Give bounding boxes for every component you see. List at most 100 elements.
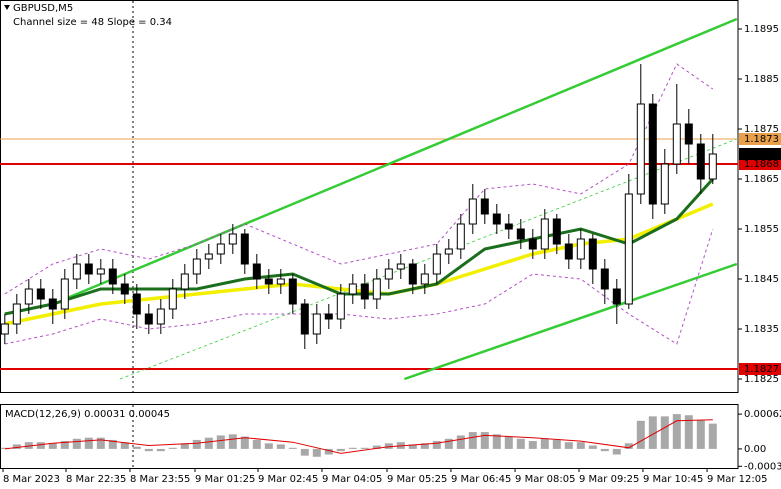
candle-body (240, 233, 249, 265)
macd-bar (588, 445, 597, 449)
macd-bar (132, 446, 141, 449)
y-tick-label: 0.00 (744, 444, 766, 455)
macd-bar (168, 447, 177, 449)
macd-bar (504, 436, 513, 449)
price-tag-label: 1.1873 (744, 134, 779, 145)
candle-body (600, 268, 609, 290)
macd-bar (636, 420, 645, 449)
candle-body (216, 243, 225, 255)
macd-bar (660, 416, 669, 449)
macd-bar (408, 444, 417, 449)
candle-body (492, 213, 501, 225)
price-tag-label: 1.1827 (744, 364, 779, 375)
candle-body (540, 218, 549, 250)
candle-body (192, 258, 201, 275)
macd-bar (468, 432, 477, 449)
candle-body (552, 218, 561, 245)
macd-bar (672, 414, 681, 449)
x-tick-label: 9 Mar 12:05 (707, 474, 767, 485)
macd-bar (48, 443, 57, 449)
candle-body (288, 278, 297, 305)
macd-bar (12, 444, 21, 449)
candle-body (12, 303, 21, 325)
macd-bar (240, 436, 249, 449)
x-tick-label: 8 Mar 22:35 (66, 474, 126, 485)
channel-line (64, 17, 738, 301)
macd-bar (360, 447, 369, 449)
candle-body (696, 143, 705, 180)
x-tick-label: 8 Mar 23:55 (130, 474, 190, 485)
candle-body (624, 193, 633, 305)
macd-bar (708, 423, 717, 449)
x-tick-label: 8 Mar 2023 (3, 474, 60, 485)
macd-bar (216, 435, 225, 449)
candle-body (144, 313, 153, 325)
candle-body (564, 243, 573, 260)
candle-body (336, 293, 345, 320)
candle-body (108, 268, 117, 285)
macd-bar (0, 447, 9, 449)
macd-bar (312, 448, 321, 457)
macd-bar (492, 434, 501, 449)
macd-bar (60, 441, 69, 449)
candle-body (60, 278, 69, 310)
candle-body (300, 303, 309, 335)
macd-bar (528, 441, 537, 449)
candle-body (684, 123, 693, 145)
candle-body (420, 273, 429, 285)
y-tick-label: 0.00062 (744, 409, 781, 420)
chart-title: GBPUSD,M5 (13, 3, 73, 14)
candle-body (384, 268, 393, 280)
candle-body (72, 263, 81, 280)
candle-body (312, 313, 321, 335)
macd-bar (228, 434, 237, 449)
x-tick-label: 9 Mar 02:45 (258, 474, 318, 485)
main-panel (0, 0, 739, 393)
macd-bar (288, 447, 297, 449)
candle-body (480, 198, 489, 215)
macd-bar (180, 443, 189, 449)
macd-bar (456, 435, 465, 449)
macd-bar (696, 419, 705, 449)
y-tick-label: 1.1885 (744, 74, 779, 85)
macd-bar (156, 448, 165, 452)
macd-bar (372, 445, 381, 449)
candle-body (276, 278, 285, 285)
candle-body (24, 288, 33, 305)
candle-body (264, 278, 273, 285)
x-tick-label: 9 Mar 05:25 (387, 474, 447, 485)
candle-body (324, 313, 333, 320)
macd-bar (336, 448, 345, 452)
macd-bar (252, 439, 261, 449)
macd-bar (84, 437, 93, 449)
chart-subtitle: Channel size = 48 Slope = 0.34 (13, 17, 172, 28)
macd-bar (576, 442, 585, 449)
macd-bar (684, 415, 693, 449)
indicator-line (4, 63, 714, 295)
y-tick-label: 1.1895 (744, 24, 779, 35)
macd-bar (192, 439, 201, 449)
price-tag (739, 363, 781, 375)
candle-body (444, 248, 453, 255)
candle-body (228, 233, 237, 245)
candle-body (456, 223, 465, 250)
macd-bar (108, 439, 117, 449)
axes: 1.18251.18351.18451.18551.18651.18751.18… (2, 24, 781, 485)
candle-body (372, 278, 381, 300)
y-tick-label: 1.1855 (744, 224, 779, 235)
macd-bar (552, 439, 561, 449)
x-tick-label: 9 Mar 06:45 (451, 474, 511, 485)
candle-body (96, 268, 105, 275)
macd-bar (264, 443, 273, 449)
candle-body (156, 308, 165, 325)
candle-body (636, 103, 645, 195)
price-tag (739, 158, 781, 170)
macd-bar (36, 442, 45, 449)
price-tag-label: 1.1870 (744, 149, 779, 160)
candle-body (576, 238, 585, 260)
candle-body (708, 153, 717, 180)
candle-body (252, 263, 261, 280)
candle-body (432, 253, 441, 275)
macd-bar (204, 437, 213, 449)
